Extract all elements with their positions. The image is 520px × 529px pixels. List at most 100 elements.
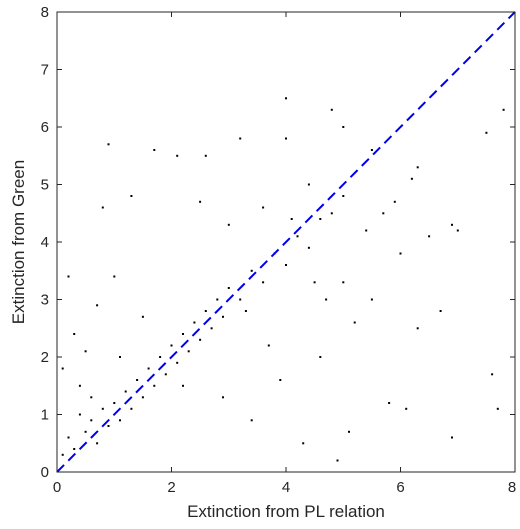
- data-point: [370, 298, 373, 301]
- data-point: [193, 321, 196, 324]
- data-point: [416, 327, 419, 330]
- x-axis-label: Extinction from PL relation: [187, 502, 385, 521]
- data-point: [227, 287, 230, 289]
- data-point: [382, 212, 385, 215]
- data-point: [227, 223, 230, 226]
- data-point: [170, 344, 173, 347]
- y-tick-label: 6: [41, 119, 49, 136]
- data-point: [456, 229, 459, 232]
- data-point: [439, 310, 442, 312]
- data-point: [199, 200, 202, 203]
- data-point: [67, 436, 70, 439]
- data-point: [307, 183, 310, 186]
- scatter-points: [61, 97, 505, 462]
- data-point: [222, 315, 224, 318]
- data-point: [147, 367, 150, 370]
- data-point: [96, 304, 99, 307]
- y-tick-label: 5: [41, 177, 49, 194]
- data-point: [124, 390, 127, 393]
- y-axis-ticks: 0 1 2 3 4 5 6 7 8: [41, 4, 515, 481]
- data-point: [73, 333, 76, 335]
- data-point: [428, 235, 431, 238]
- data-point: [290, 218, 293, 220]
- y-tick-label: 4: [41, 234, 49, 251]
- data-point: [279, 379, 282, 381]
- data-point: [319, 218, 322, 220]
- data-point: [285, 137, 287, 140]
- data-point: [370, 149, 373, 151]
- data-point: [296, 235, 299, 238]
- data-point: [342, 281, 345, 284]
- data-point: [262, 206, 265, 209]
- data-point: [416, 166, 419, 169]
- data-point: [113, 275, 116, 278]
- data-point: [182, 333, 184, 335]
- data-point: [101, 206, 104, 209]
- y-tick-label: 3: [41, 292, 49, 309]
- data-point: [330, 108, 333, 111]
- y-tick-label: 0: [41, 464, 49, 481]
- y-tick-label: 2: [41, 349, 49, 366]
- data-point: [342, 195, 345, 197]
- identity-reference-line: [56, 11, 516, 473]
- data-point: [176, 361, 179, 364]
- data-point: [342, 126, 345, 128]
- data-point: [485, 131, 488, 134]
- data-point: [107, 143, 110, 146]
- data-point: [107, 425, 110, 427]
- x-tick-label: 2: [167, 479, 175, 496]
- data-point: [325, 298, 328, 301]
- data-point: [239, 298, 242, 301]
- data-point: [119, 419, 121, 422]
- data-point: [313, 281, 316, 284]
- data-point: [136, 379, 139, 381]
- x-tick-label: 0: [53, 479, 61, 496]
- data-point: [90, 396, 93, 399]
- data-point: [187, 350, 190, 353]
- data-point: [204, 154, 207, 157]
- data-point: [159, 356, 162, 358]
- x-tick-label: 4: [282, 479, 290, 496]
- data-point: [307, 246, 310, 249]
- data-point: [285, 97, 287, 100]
- data-point: [130, 195, 133, 197]
- data-point: [61, 453, 64, 456]
- data-point: [302, 442, 305, 445]
- x-tick-label: 6: [396, 479, 404, 496]
- data-point: [365, 229, 368, 232]
- data-point: [388, 402, 391, 404]
- data-point: [204, 310, 207, 312]
- data-point: [348, 430, 350, 433]
- data-point: [78, 413, 81, 416]
- data-point: [410, 177, 413, 180]
- data-point: [502, 108, 505, 111]
- data-point: [141, 396, 144, 399]
- data-point: [153, 149, 156, 151]
- data-point: [182, 384, 184, 387]
- data-point: [153, 384, 156, 387]
- data-point: [262, 281, 265, 284]
- data-point: [199, 338, 202, 341]
- data-point: [84, 430, 87, 433]
- data-point: [222, 396, 224, 399]
- data-point: [61, 367, 64, 370]
- y-tick-label: 7: [41, 62, 49, 79]
- x-tick-label: 8: [508, 479, 516, 496]
- data-point: [399, 252, 402, 255]
- data-point: [393, 200, 396, 203]
- data-point: [101, 407, 104, 410]
- y-tick-label: 8: [41, 4, 49, 21]
- data-point: [244, 310, 247, 312]
- data-point: [330, 212, 333, 215]
- data-point: [210, 327, 213, 330]
- data-point: [239, 137, 242, 140]
- data-point: [491, 373, 494, 376]
- data-point: [119, 356, 121, 358]
- y-axis-label: Extinction from Green: [9, 160, 28, 324]
- data-point: [84, 350, 87, 353]
- data-point: [113, 402, 116, 404]
- data-point: [216, 298, 219, 301]
- data-point: [267, 344, 270, 347]
- data-point: [130, 407, 133, 410]
